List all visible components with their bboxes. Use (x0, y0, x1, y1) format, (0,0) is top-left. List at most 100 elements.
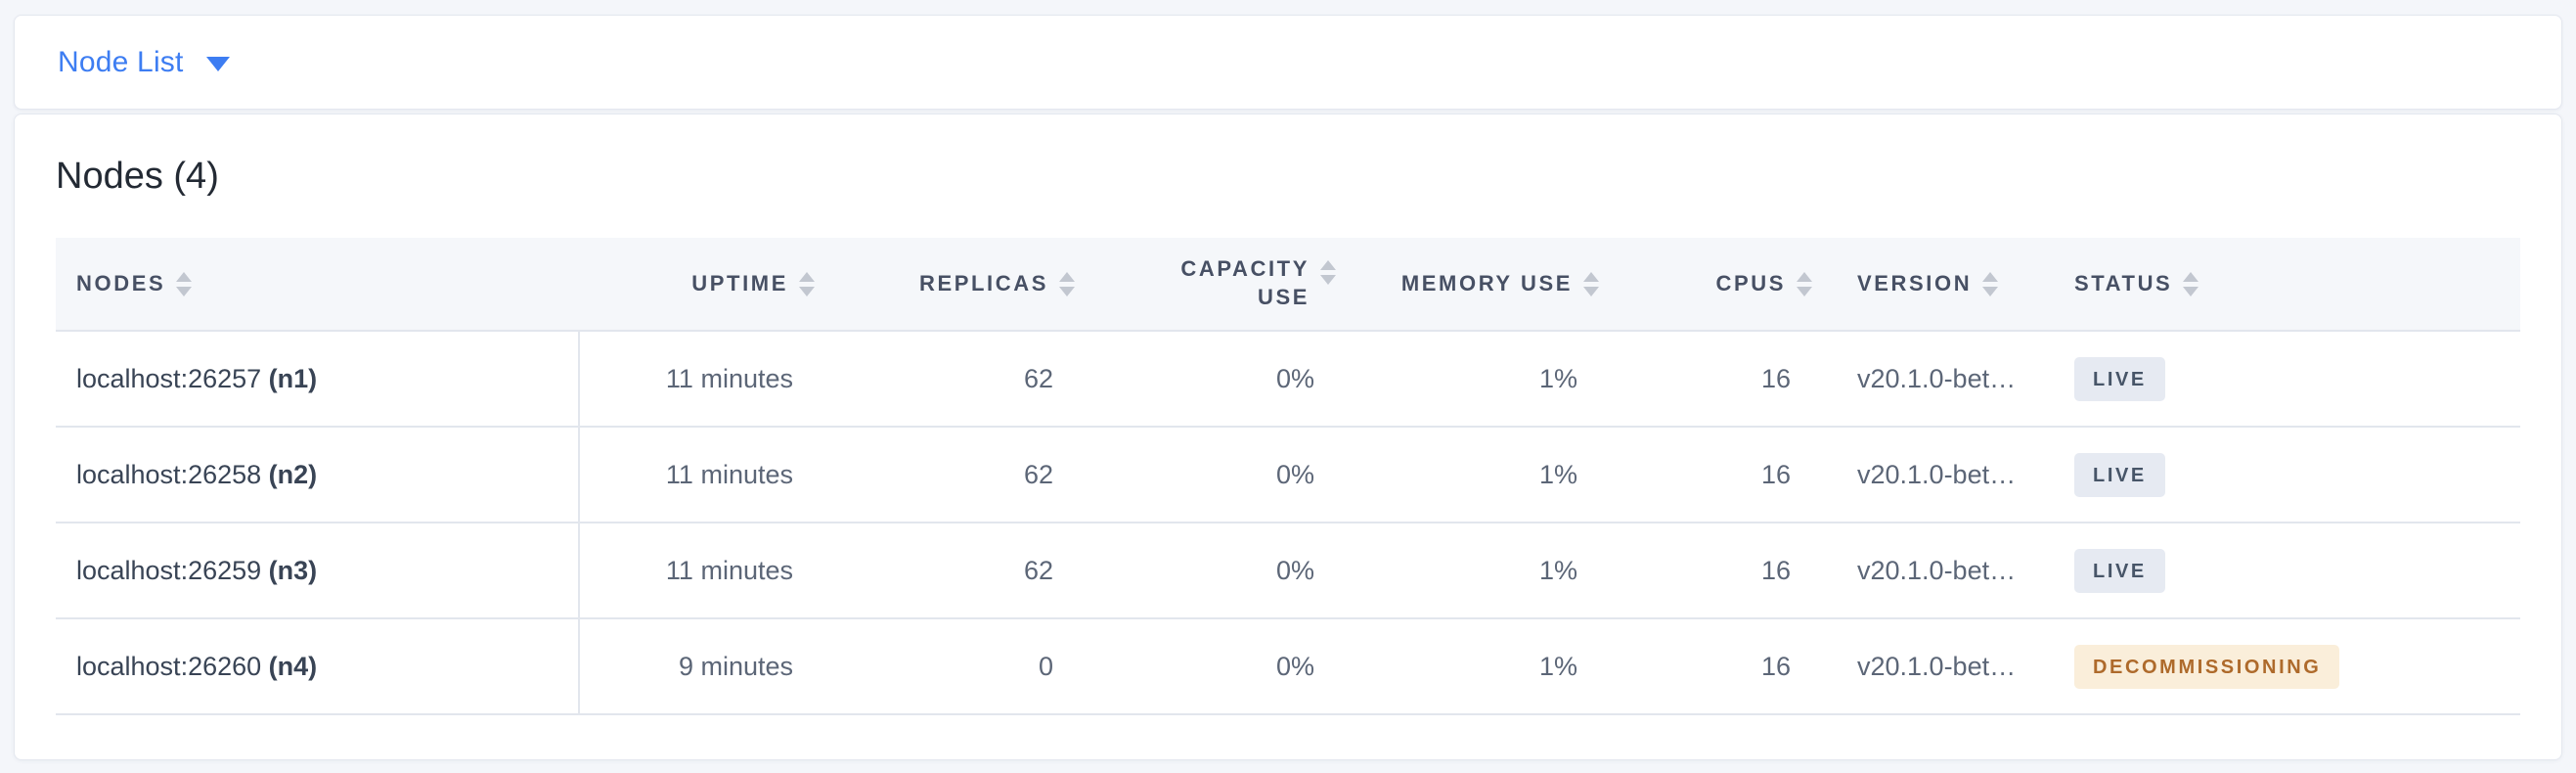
table-row: localhost:26257 (n1) 11 minutes 62 0% 1% 16 v2… (56, 331, 2520, 428)
sort-down-arrow-icon (1320, 275, 1336, 286)
column-header-memory_use[interactable]: MEMORY USE (1355, 238, 1619, 332)
status-badge: LIVE (2074, 452, 2165, 497)
node-address-cell: localhost:26257 (n1) (56, 331, 580, 428)
sort-icon[interactable] (1797, 271, 1812, 296)
node-id: (n3) (268, 555, 318, 585)
status-cell: DECOMMISSIONING (2074, 618, 2520, 715)
column-header-label: NODES (76, 270, 166, 296)
capacity-use-cell: 0% (1094, 427, 1355, 523)
sort-icon[interactable] (1320, 260, 1336, 286)
chevron-down-icon (205, 56, 230, 71)
sort-down-arrow-icon (799, 286, 815, 296)
cpus-cell: 16 (1619, 618, 1832, 715)
capacity-use-cell: 0% (1094, 331, 1355, 428)
sort-icon[interactable] (1982, 271, 1999, 296)
column-header-label: REPLICAS (918, 270, 1048, 296)
replicas-cell: 0 (834, 618, 1094, 715)
node-id: (n2) (268, 459, 318, 489)
column-header-label: UPTIME (691, 270, 788, 296)
sort-up-arrow-icon (1583, 271, 1599, 282)
status-badge: LIVE (2074, 356, 2165, 401)
column-header-content: STATUS (2074, 270, 2520, 298)
node-id: (n4) (268, 651, 318, 681)
column-header-label: MEMORY USE (1400, 270, 1573, 296)
column-header-replicas[interactable]: REPLICAS (834, 238, 1094, 332)
status-badge: LIVE (2074, 548, 2165, 593)
sort-down-arrow-icon (1583, 286, 1599, 296)
sort-up-arrow-icon (799, 271, 815, 282)
column-header-content: UPTIME (579, 270, 815, 298)
sort-down-arrow-icon (176, 286, 193, 296)
nodes-table: NODES UPTIME REPLICAS CAPACITY USE MEMORY US… (56, 238, 2520, 715)
version-cell: v20.1.0-bet… (1832, 523, 2074, 619)
column-header-label: CPUS (1715, 270, 1786, 296)
replicas-cell: 62 (834, 427, 1094, 523)
cpus-cell: 16 (1619, 331, 1832, 428)
replicas-cell: 62 (834, 331, 1094, 428)
column-header-content: VERSION (1857, 270, 2074, 298)
sort-up-arrow-icon (176, 271, 193, 282)
column-header-uptime[interactable]: UPTIME (579, 238, 834, 332)
sort-up-arrow-icon (1059, 271, 1075, 282)
table-body: localhost:26257 (n1) 11 minutes 62 0% 1% 16 v2… (56, 331, 2520, 715)
sort-up-arrow-icon (2183, 271, 2199, 282)
status-badge: DECOMMISSIONING (2074, 644, 2340, 689)
version-cell: v20.1.0-bet… (1832, 427, 2074, 523)
memory-use-cell: 1% (1355, 331, 1619, 428)
uptime-cell: 11 minutes (579, 331, 834, 428)
column-header-content: MEMORY USE (1355, 270, 1599, 298)
sort-down-arrow-icon (2183, 286, 2199, 296)
view-selector-bar: Node List (14, 15, 2562, 110)
status-cell: LIVE (2074, 523, 2520, 619)
table-head: NODES UPTIME REPLICAS CAPACITY USE MEMORY US… (56, 238, 2520, 332)
sort-down-arrow-icon (1982, 286, 1999, 296)
column-header-label: VERSION (1857, 270, 1973, 296)
column-header-cpus[interactable]: CPUS (1619, 238, 1832, 332)
sort-icon[interactable] (1059, 271, 1075, 296)
sort-icon[interactable] (2183, 271, 2199, 296)
sort-up-arrow-icon (1982, 271, 1999, 282)
memory-use-cell: 1% (1355, 523, 1619, 619)
node-address-cell: localhost:26260 (n4) (56, 618, 580, 715)
column-header-nodes[interactable]: NODES (56, 238, 579, 332)
page-title: Nodes (4) (56, 156, 219, 197)
table-header-row: NODES UPTIME REPLICAS CAPACITY USE MEMORY US… (56, 238, 2520, 332)
sort-down-arrow-icon (1797, 286, 1812, 296)
sort-icon[interactable] (1583, 271, 1599, 296)
node-address-cell: localhost:26259 (n3) (56, 523, 580, 619)
sort-up-arrow-icon (1320, 260, 1336, 271)
capacity-use-cell: 0% (1094, 618, 1355, 715)
table-row: localhost:26260 (n4) 9 minutes 0 0% 1% 16 v20.… (56, 618, 2520, 715)
capacity-use-cell: 0% (1094, 523, 1355, 619)
column-header-label: CAPACITY USE (1180, 256, 1310, 309)
column-header-label: STATUS (2074, 270, 2173, 296)
memory-use-cell: 1% (1355, 427, 1619, 523)
node-address: localhost:26259 (76, 555, 262, 585)
cpus-cell: 16 (1619, 523, 1832, 619)
memory-use-cell: 1% (1355, 618, 1619, 715)
view-selector-label: Node List (58, 45, 184, 78)
node-address: localhost:26260 (76, 651, 262, 681)
column-header-capacity_use[interactable]: CAPACITY USE (1094, 238, 1355, 332)
sort-up-arrow-icon (1797, 271, 1812, 282)
version-cell: v20.1.0-bet… (1832, 331, 2074, 428)
sort-icon[interactable] (799, 271, 815, 296)
replicas-cell: 62 (834, 523, 1094, 619)
table-row: localhost:26258 (n2) 11 minutes 62 0% 1% 16 v2… (56, 427, 2520, 523)
sort-down-arrow-icon (1059, 286, 1075, 296)
node-address-cell: localhost:26258 (n2) (56, 427, 580, 523)
uptime-cell: 11 minutes (579, 427, 834, 523)
status-cell: LIVE (2074, 331, 2520, 428)
cpus-cell: 16 (1619, 427, 1832, 523)
column-header-version[interactable]: VERSION (1832, 238, 2074, 332)
node-address: localhost:26258 (76, 459, 262, 489)
uptime-cell: 9 minutes (579, 618, 834, 715)
sort-icon[interactable] (176, 271, 193, 296)
column-header-content: REPLICAS (834, 270, 1075, 298)
view-selector-dropdown[interactable]: Node List (58, 46, 230, 79)
uptime-cell: 11 minutes (579, 523, 834, 619)
node-id: (n1) (268, 363, 318, 393)
column-header-content: NODES (76, 270, 579, 298)
column-header-status[interactable]: STATUS (2074, 238, 2520, 332)
